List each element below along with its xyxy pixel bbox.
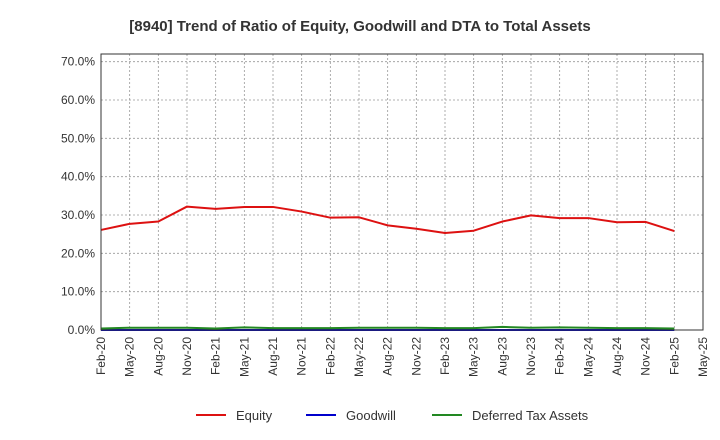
x-tick-label: Feb-25 <box>667 337 681 375</box>
x-tick-label: May-24 <box>581 337 595 377</box>
legend-label-equity: Equity <box>236 408 273 423</box>
series-line-equity <box>100 205 675 235</box>
legend: Equity Goodwill Deferred Tax Assets <box>196 408 589 423</box>
x-tick-label: May-25 <box>696 337 710 377</box>
x-tick-label: May-22 <box>352 337 366 377</box>
x-tick-label: Feb-20 <box>94 337 108 375</box>
chart-title: [8940] Trend of Ratio of Equity, Goodwil… <box>129 18 590 35</box>
x-tick-label: Nov-22 <box>409 337 423 376</box>
x-axis-ticks: Feb-20 May-20 Aug-20 Nov-20 Feb-21 May-21 Aug-… <box>94 337 710 377</box>
x-tick-label: Aug-24 <box>610 337 624 376</box>
x-tick-label: Aug-23 <box>495 337 509 376</box>
plot-frame <box>100 53 704 331</box>
x-tick-label: Feb-21 <box>209 337 223 375</box>
y-tick-label: 40.0% <box>61 170 95 184</box>
x-tick-label: Aug-22 <box>381 337 395 376</box>
x-tick-label: May-21 <box>237 337 251 377</box>
y-axis-ticks: 0.0% 10.0% 20.0% 30.0% 40.0% 50.0% 60.0% 70.0% <box>61 55 95 337</box>
x-tick-label: May-20 <box>123 337 137 377</box>
y-tick-label: 10.0% <box>61 285 95 299</box>
x-tick-label: Feb-22 <box>323 337 337 375</box>
series-line-deferred-tax-assets <box>100 325 675 330</box>
legend-label-deferred-tax-assets: Deferred Tax Assets <box>472 408 589 423</box>
x-tick-label: Aug-20 <box>151 337 165 376</box>
y-tick-label: 20.0% <box>61 246 95 260</box>
x-tick-label: Nov-21 <box>295 337 309 376</box>
x-tick-label: Feb-23 <box>438 337 452 375</box>
y-tick-label: 0.0% <box>68 323 96 337</box>
y-tick-label: 50.0% <box>61 131 95 145</box>
grid-layer <box>100 54 704 331</box>
y-tick-label: 70.0% <box>61 55 95 69</box>
x-tick-label: Feb-24 <box>553 337 567 375</box>
y-tick-label: 60.0% <box>61 93 95 107</box>
x-tick-label: Nov-23 <box>524 337 538 376</box>
legend-label-goodwill: Goodwill <box>346 408 396 423</box>
x-tick-label: May-23 <box>467 337 481 377</box>
x-tick-label: Nov-24 <box>639 337 653 376</box>
x-tick-label: Aug-21 <box>266 337 280 376</box>
x-tick-label: Nov-20 <box>180 337 194 376</box>
y-tick-label: 30.0% <box>61 208 95 222</box>
